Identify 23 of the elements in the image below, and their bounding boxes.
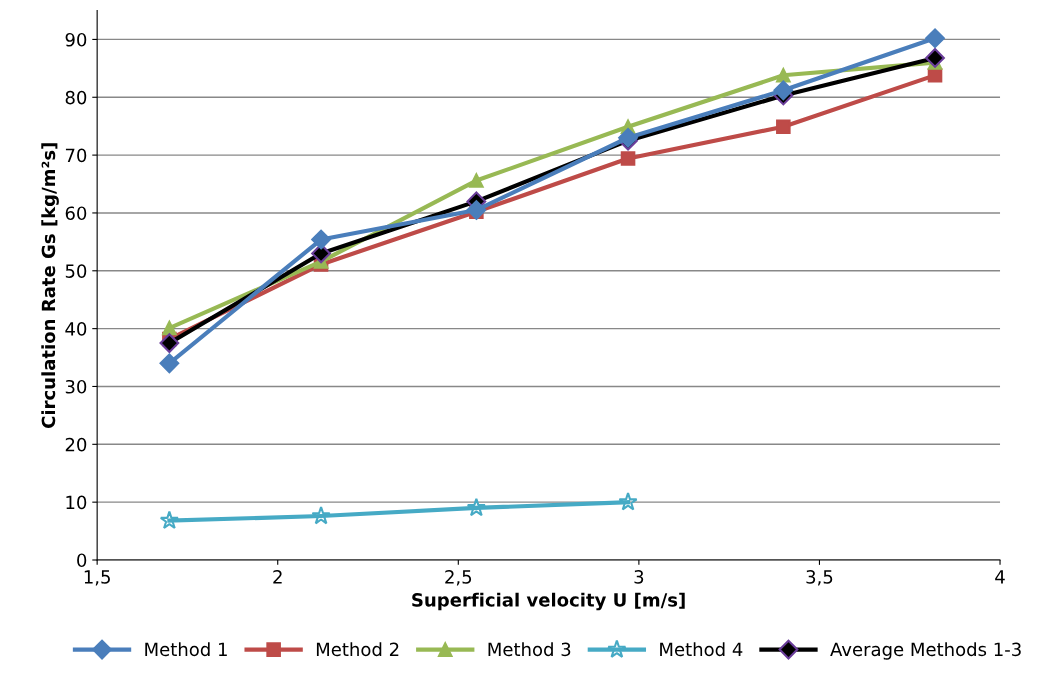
x-tick-label: 4	[995, 570, 1005, 584]
y-tick-label: 0	[77, 553, 87, 568]
y-tick-label: 10	[66, 495, 87, 510]
y-tick-label: 90	[65, 32, 87, 47]
y-axis-title: Circulation Rate Gs [kg/m²s]	[41, 143, 59, 428]
x-tick-label: 3	[634, 570, 644, 584]
y-tick-label: 50	[65, 264, 87, 278]
y-tick-label: 60	[65, 206, 87, 221]
x-tick-label: 3,5	[806, 570, 833, 586]
y-tick-label: 70	[65, 148, 87, 163]
y-tick-label: 80	[65, 90, 87, 105]
x-tick-label: 1,5	[84, 570, 110, 586]
legend-label: Method 1	[145, 642, 227, 657]
legend-label: Average Methods 1-3	[830, 642, 1021, 660]
legend-label: Method 2	[316, 642, 399, 657]
x-tick-label: 2	[273, 570, 282, 584]
legend-label: Method 3	[488, 642, 571, 657]
legend-label: Method 4	[660, 642, 743, 657]
y-tick-label: 30	[65, 379, 87, 394]
y-tick-label: 40	[65, 322, 87, 336]
y-tick-label: 20	[65, 437, 87, 452]
x-tick-label: 2,5	[445, 570, 472, 586]
x-axis-title: Superficial velocity U [m/s]	[412, 592, 685, 611]
